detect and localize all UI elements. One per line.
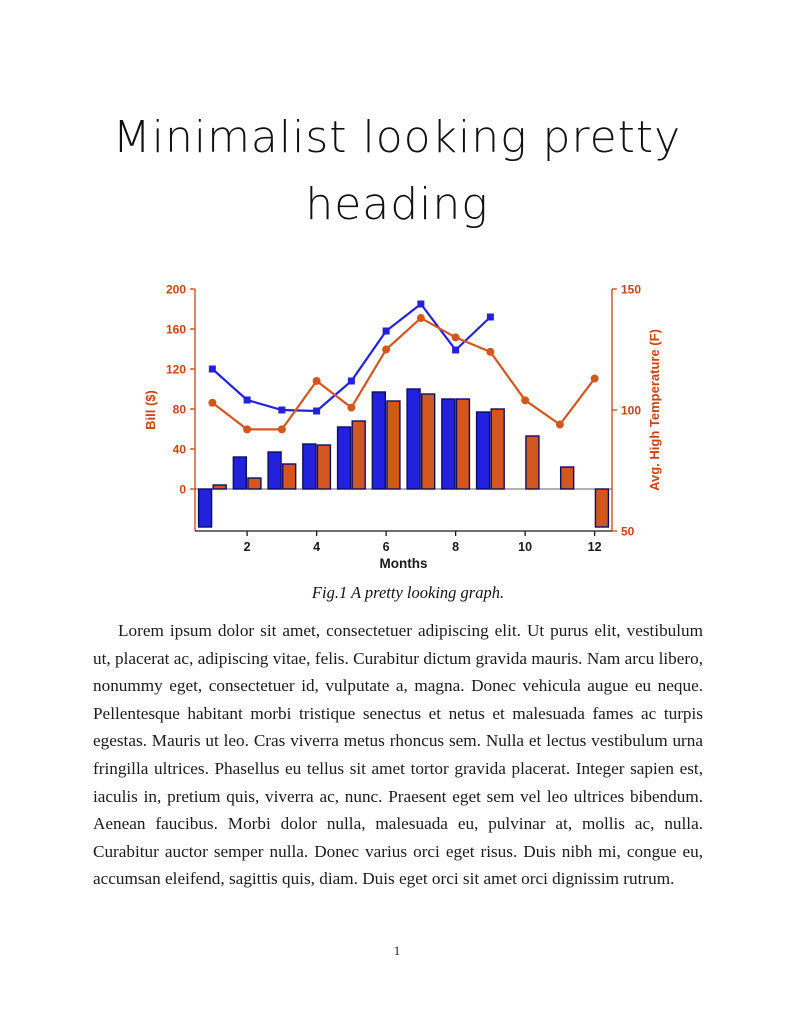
svg-text:8: 8 xyxy=(452,540,459,554)
svg-text:40: 40 xyxy=(173,443,187,457)
svg-text:200: 200 xyxy=(166,283,186,297)
svg-text:100: 100 xyxy=(621,404,641,418)
svg-text:12: 12 xyxy=(588,540,602,554)
chart-axes: 0 40 80 120 160 200 50 100 150 2 4 6 8 10 12 xyxy=(166,283,641,555)
svg-text:Avg. High Temperature (F): Avg. High Temperature (F) xyxy=(647,329,662,491)
svg-text:80: 80 xyxy=(173,403,187,417)
page-number: 1 xyxy=(393,943,401,958)
axis-titles: Bill ($) Avg. High Temperature (F) Months xyxy=(143,329,662,571)
temperature-line-orange xyxy=(208,314,599,434)
body-paragraph: Lorem ipsum dolor sit amet, consectetuer… xyxy=(93,621,703,889)
svg-text:Bill ($): Bill ($) xyxy=(143,390,158,430)
svg-text:6: 6 xyxy=(383,540,390,554)
dual-axis-bar-line-chart: 0 40 80 120 160 200 50 100 150 2 4 6 8 10 12 Bill ($) Av… xyxy=(143,283,662,572)
svg-text:0: 0 xyxy=(179,483,186,497)
title-line-1: Minimalist looking pretty xyxy=(112,112,682,163)
svg-text:10: 10 xyxy=(518,540,532,554)
electricity-bill-bars-blue xyxy=(197,388,491,528)
title-line-2: heading xyxy=(305,179,489,230)
svg-text:2: 2 xyxy=(244,540,251,554)
figure-caption: Fig.1 A pretty looking graph. xyxy=(311,583,505,602)
svg-text:4: 4 xyxy=(313,540,320,554)
svg-text:Months: Months xyxy=(380,556,428,571)
figure-1: 0 40 80 120 160 200 50 100 150 2 4 6 8 10 12 Bill ($) Av… xyxy=(138,277,678,603)
gas-bill-bars-orange xyxy=(212,393,610,528)
page-title: Minimalist looking pretty heading xyxy=(0,104,794,238)
svg-text:120: 120 xyxy=(166,363,186,377)
svg-text:150: 150 xyxy=(621,283,641,297)
bill-line-blue xyxy=(208,300,494,415)
svg-text:160: 160 xyxy=(166,323,186,337)
svg-text:50: 50 xyxy=(621,525,635,539)
